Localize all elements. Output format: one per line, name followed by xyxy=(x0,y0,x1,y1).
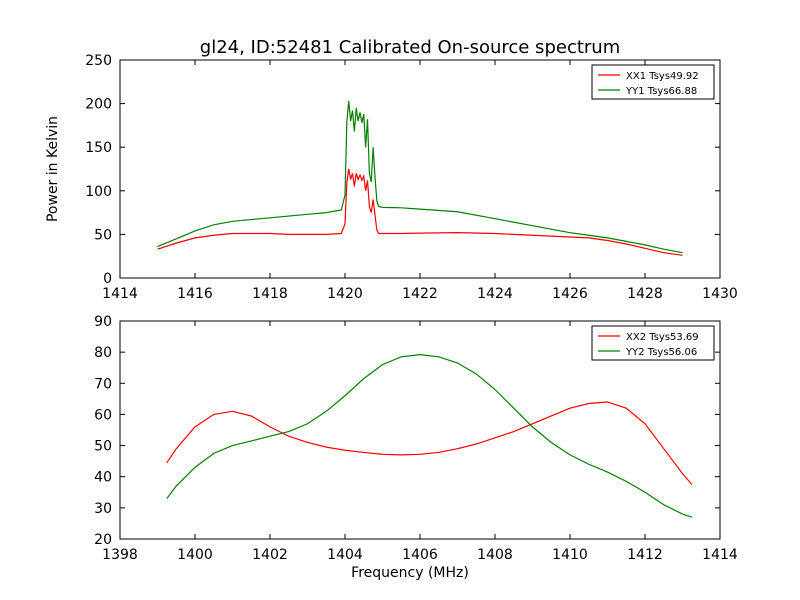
y-tick-label: 80 xyxy=(94,345,112,361)
y-tick-label: 100 xyxy=(85,184,112,200)
legend-2: XX2 Tsys53.69 YY2 Tsys56.06 xyxy=(591,325,715,361)
y-tick-label: 30 xyxy=(94,501,112,517)
x-tick-label: 1416 xyxy=(177,286,213,302)
series-line-1-2 xyxy=(157,100,683,254)
x-tick-label: 1424 xyxy=(477,286,513,302)
legend-label: XX2 Tsys53.69 xyxy=(626,332,699,343)
x-tick-label: 1420 xyxy=(327,286,363,302)
x-tick-label: 1414 xyxy=(102,286,138,302)
x-tick-label: 1426 xyxy=(552,286,588,302)
bottom-subplot: 1398 1400 1402 1404 1406 1408 1410 1412 1414 20 30… xyxy=(94,314,738,563)
x-tick-label: 1400 xyxy=(177,547,213,563)
x-tick-label: 1412 xyxy=(627,547,663,563)
x-tick-label: 1410 xyxy=(552,547,588,563)
y-tick-label: 250 xyxy=(85,53,112,69)
y-tick-label: 20 xyxy=(94,532,112,548)
y-tick-label: 40 xyxy=(94,470,112,486)
y-tick-label: 60 xyxy=(94,407,112,423)
x-tick-label: 1422 xyxy=(402,286,438,302)
x-tick-label: 1398 xyxy=(102,547,138,563)
y-tick-label: 200 xyxy=(85,97,112,113)
legend-box xyxy=(591,64,715,100)
legend-box xyxy=(591,325,715,361)
legend-label: XX1 Tsys49.92 xyxy=(626,71,699,82)
chart-title: gl24, ID:52481 Calibrated On-source spec… xyxy=(200,37,620,58)
x-axis-label: Frequency (MHz) xyxy=(351,565,469,581)
legend-label: YY1 Tsys66.88 xyxy=(625,86,697,97)
x-tick-label: 1430 xyxy=(702,286,738,302)
y-tick-label: 90 xyxy=(94,314,112,330)
series-line-2-1 xyxy=(166,401,693,485)
series-line-2-2 xyxy=(166,354,693,518)
x-tick-label: 1418 xyxy=(252,286,288,302)
x-tick-label: 1414 xyxy=(702,547,738,563)
y-axis-label: Power in Kelvin xyxy=(45,116,61,222)
y-tick-label: 0 xyxy=(103,271,112,287)
series-line-1-1 xyxy=(157,168,683,256)
legend-label: YY2 Tsys56.06 xyxy=(625,347,697,358)
y-tick-label: 50 xyxy=(94,439,112,455)
x-tick-label: 1404 xyxy=(327,547,363,563)
x-tick-label: 1402 xyxy=(252,547,288,563)
legend-1: XX1 Tsys49.92 YY1 Tsys66.88 xyxy=(591,64,715,100)
y-tick-label: 70 xyxy=(94,376,112,392)
top-subplot: 1414 1416 1418 1420 1422 1424 1426 1428 1430 0 50 1… xyxy=(45,53,738,302)
x-tick-label: 1428 xyxy=(627,286,663,302)
y-tick-label: 50 xyxy=(94,227,112,243)
x-tick-label: 1406 xyxy=(402,547,438,563)
x-tick-label: 1408 xyxy=(477,547,513,563)
y-tick-label: 150 xyxy=(85,140,112,156)
